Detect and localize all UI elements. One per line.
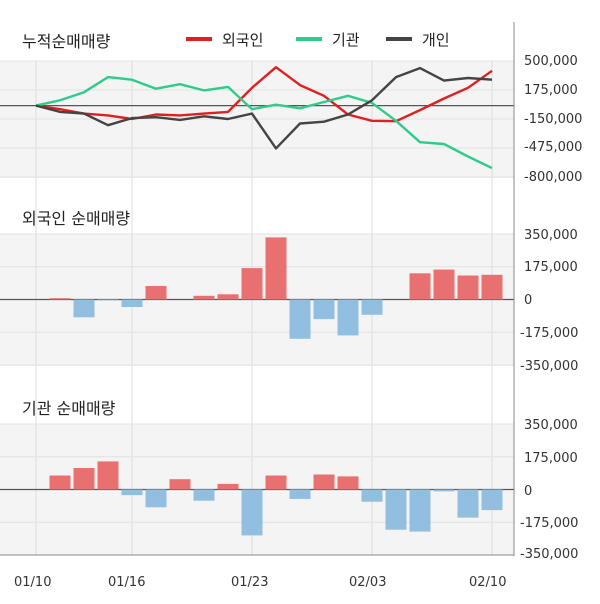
tick-inst-1: 175,000 — [524, 451, 578, 466]
tick-foreign-1: 175,000 — [524, 260, 578, 275]
tick-inst-0: 350,000 — [524, 418, 578, 433]
bar-1-19 — [481, 274, 503, 300]
series-line-1 — [35, 75, 493, 170]
bar-2-10 — [265, 475, 287, 490]
tick-foreign-0: 350,000 — [524, 228, 578, 243]
xtick-2: 01/23 — [231, 575, 268, 590]
bar-1-8 — [217, 294, 239, 300]
bar-2-16 — [409, 489, 431, 532]
bar-1-5 — [145, 286, 167, 300]
tick-foreign-3: -175,000 — [520, 326, 578, 341]
bar-2-1 — [49, 475, 71, 490]
bar-2-14 — [361, 489, 383, 502]
tick-top-1: 175,000 — [524, 83, 578, 98]
top-chart-title: 누적순매매량 — [22, 32, 111, 51]
bar-2-9 — [241, 489, 263, 536]
bar-marks — [49, 237, 503, 536]
bar-2-11 — [289, 489, 311, 499]
legend-label-foreign: 외국인 — [222, 31, 263, 49]
bar-1-7 — [193, 295, 215, 300]
legend: 외국인 기관 개인 — [186, 31, 450, 49]
bar-2-3 — [97, 461, 119, 490]
bar-2-18 — [457, 489, 479, 518]
xtick-4: 02/10 — [469, 575, 506, 590]
line-marks — [35, 65, 493, 170]
bar-1-17 — [433, 269, 455, 300]
bar-1-9 — [241, 268, 263, 300]
legend-label-indiv: 개인 — [422, 31, 450, 49]
bar-2-15 — [385, 489, 407, 530]
bar-2-8 — [217, 483, 239, 490]
bar-2-12 — [313, 474, 335, 490]
bar-1-16 — [409, 273, 431, 300]
bar-1-11 — [289, 299, 311, 339]
legend-label-inst: 기관 — [332, 31, 360, 49]
tick-top-2: -150,000 — [524, 112, 582, 127]
bar-1-3 — [97, 299, 119, 301]
xtick-3: 02/03 — [349, 575, 386, 590]
bar-1-12 — [313, 299, 335, 320]
tick-top-0: 500,000 — [524, 54, 578, 69]
bar-2-7 — [193, 489, 215, 501]
tick-inst-2: 0 — [524, 484, 532, 499]
bar-2-19 — [481, 489, 503, 511]
bar-2-2 — [73, 468, 95, 490]
bar-1-4 — [121, 299, 143, 307]
bar-1-2 — [73, 299, 95, 318]
foreign-chart-title: 외국인 순매매량 — [22, 209, 130, 228]
bar-1-10 — [265, 237, 287, 300]
tick-inst-4: -350,000 — [520, 547, 578, 562]
bar-1-13 — [337, 299, 359, 336]
xtick-1: 01/16 — [108, 575, 145, 590]
bar-1-18 — [457, 275, 479, 300]
bar-2-17 — [433, 489, 455, 492]
bar-2-13 — [337, 476, 359, 490]
tick-inst-3: -175,000 — [520, 516, 578, 531]
series-line-2 — [35, 66, 493, 150]
series-line-0 — [35, 65, 493, 123]
bar-2-5 — [145, 489, 167, 508]
tick-foreign-4: -350,000 — [520, 359, 578, 374]
tick-top-4: -800,000 — [524, 170, 582, 185]
bar-2-6 — [169, 479, 191, 490]
bar-2-4 — [121, 489, 143, 496]
inst-chart-title: 기관 순매매량 — [22, 399, 116, 418]
bar-1-1 — [49, 298, 71, 300]
tick-top-3: -475,000 — [524, 140, 582, 155]
xtick-0: 01/10 — [14, 575, 51, 590]
bar-1-14 — [361, 299, 383, 315]
tick-foreign-2: 0 — [524, 293, 532, 308]
